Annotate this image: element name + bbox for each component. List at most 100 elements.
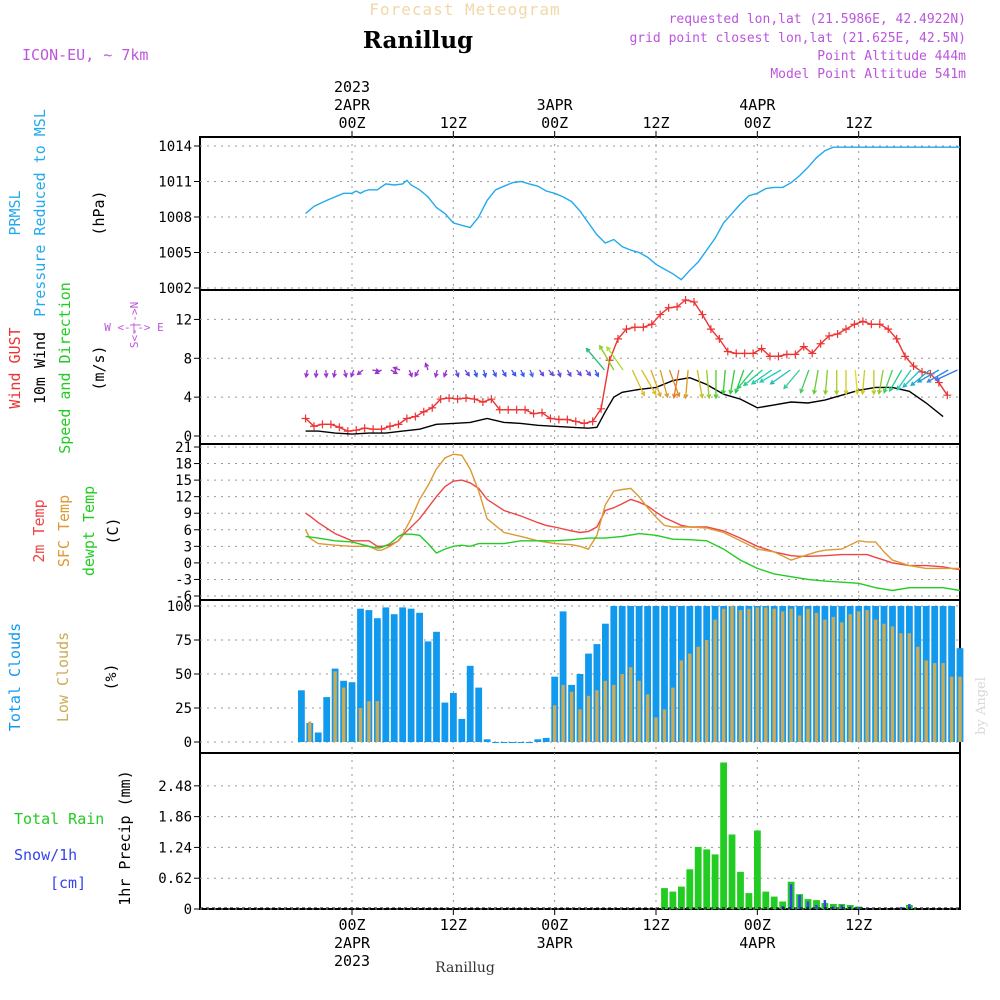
low-cloud-bar bbox=[679, 660, 683, 742]
low-cloud-bar bbox=[308, 721, 312, 742]
gust-marker bbox=[622, 325, 631, 334]
gust-marker bbox=[875, 320, 884, 329]
wind-arrow bbox=[538, 369, 545, 377]
total-cloud-bar bbox=[948, 606, 955, 742]
wind-arrow-head bbox=[640, 391, 646, 397]
wind-arrow-head bbox=[783, 384, 789, 390]
rain-bar bbox=[762, 891, 770, 909]
y-tick-label: 1005 bbox=[158, 246, 192, 262]
total-cloud-bar bbox=[526, 742, 533, 743]
wind-arrow-shaft bbox=[824, 369, 829, 394]
low-cloud-bar bbox=[629, 667, 633, 742]
wind-arrow bbox=[736, 369, 754, 390]
y-tick-label: -3 bbox=[175, 572, 192, 588]
precip-label-rain: Total Rain bbox=[14, 810, 104, 828]
rain-bar bbox=[813, 900, 820, 909]
low-cloud-bar bbox=[907, 633, 911, 742]
wind-arrow-head bbox=[594, 372, 600, 378]
snow-bar bbox=[789, 884, 793, 909]
total-cloud-bar bbox=[458, 718, 466, 742]
low-cloud-bar bbox=[806, 608, 810, 742]
wind-arrow-shaft bbox=[722, 369, 726, 394]
wind-arrow-head bbox=[529, 372, 534, 378]
gust-marker bbox=[740, 349, 749, 358]
gust-marker bbox=[901, 352, 910, 361]
wind-arrow-head bbox=[651, 390, 657, 396]
wind-line bbox=[305, 376, 944, 435]
wind-arrow-head bbox=[433, 372, 439, 379]
wind-arrow-shaft bbox=[735, 369, 745, 393]
bottom-tick-label: 12Z bbox=[440, 916, 467, 934]
wind-arrow bbox=[650, 369, 662, 398]
panel-label: Total Clouds bbox=[6, 623, 24, 731]
gust-marker bbox=[360, 424, 369, 433]
y-tick-label: 15 bbox=[175, 473, 192, 489]
wind-arrow-shaft bbox=[902, 369, 921, 388]
total-cloud-bar bbox=[661, 606, 668, 742]
wind-arrow-head bbox=[736, 384, 742, 390]
wind-arrow bbox=[750, 369, 773, 385]
gust-marker bbox=[766, 352, 774, 361]
wind-arrow-shaft bbox=[729, 369, 736, 394]
wind-arrow-head bbox=[812, 389, 818, 395]
gust-marker bbox=[335, 423, 344, 432]
wind-arrow-shaft bbox=[883, 369, 894, 393]
total-cloud-bar bbox=[475, 687, 483, 742]
top-tick-label: 12Z bbox=[440, 114, 467, 132]
gust-marker bbox=[799, 342, 808, 351]
wind-arrow bbox=[414, 369, 420, 378]
y-tick-label: 4 bbox=[184, 390, 192, 406]
wind-arrow bbox=[783, 369, 801, 390]
y-tick-label: 50 bbox=[175, 667, 192, 683]
total-cloud-bar bbox=[635, 606, 643, 742]
low-cloud-bar bbox=[561, 684, 565, 742]
wind-arrow bbox=[641, 369, 657, 396]
wind-arrow-shaft bbox=[737, 369, 754, 389]
total-cloud-bar bbox=[576, 674, 584, 742]
y-tick-label: 1008 bbox=[158, 210, 192, 226]
wind-arrow bbox=[501, 369, 507, 378]
wind-arrow-shaft bbox=[917, 369, 940, 383]
wind-arrow-shaft bbox=[696, 369, 703, 398]
gust-marker bbox=[757, 344, 766, 353]
wind-arrow-head bbox=[759, 378, 765, 383]
panel-frame bbox=[199, 752, 961, 910]
total-cloud-bar bbox=[534, 739, 542, 742]
gust-marker bbox=[487, 395, 496, 404]
low-cloud-bar bbox=[873, 619, 878, 742]
wind-arrow-head bbox=[860, 389, 866, 396]
low-cloud-bar bbox=[696, 646, 700, 742]
gust-marker bbox=[892, 334, 901, 343]
compass-ew: W <-|-> E bbox=[104, 321, 164, 334]
gust-marker bbox=[782, 350, 791, 359]
snow-bar bbox=[832, 906, 835, 909]
top-tick-label: 00Z bbox=[541, 114, 568, 132]
top-tick-label: 00Z bbox=[338, 114, 365, 132]
low-cloud-bar bbox=[899, 633, 903, 742]
y-tick-label: 1014 bbox=[158, 139, 192, 155]
wind-arrow-head bbox=[549, 371, 555, 377]
wind-arrow-shaft bbox=[889, 369, 903, 392]
gust-marker bbox=[462, 394, 470, 403]
wind-arrow-head bbox=[556, 372, 562, 378]
low-cloud-bar bbox=[814, 612, 819, 742]
y-tick-label: 8 bbox=[184, 351, 192, 367]
low-cloud-bar bbox=[797, 615, 802, 742]
low-cloud-bar bbox=[671, 687, 675, 742]
wind-arrow bbox=[812, 369, 819, 395]
total-cloud-bar bbox=[610, 606, 618, 742]
total-cloud-bar bbox=[433, 631, 440, 742]
low-cloud-bar bbox=[933, 663, 937, 742]
wind-arrow bbox=[433, 369, 439, 379]
footer-station: Ranillug bbox=[435, 960, 495, 976]
bottom-tick-label: 12Z bbox=[642, 916, 669, 934]
wind-arrow bbox=[706, 369, 712, 400]
wind-arrow-head bbox=[454, 372, 460, 378]
wind-arrow-head bbox=[408, 372, 414, 378]
wind-arrow-head bbox=[343, 372, 348, 379]
total-cloud-bar bbox=[669, 606, 677, 742]
low-cloud-bar bbox=[645, 694, 650, 742]
wind-arrow-shaft bbox=[673, 369, 680, 398]
snow-bar bbox=[908, 904, 911, 909]
